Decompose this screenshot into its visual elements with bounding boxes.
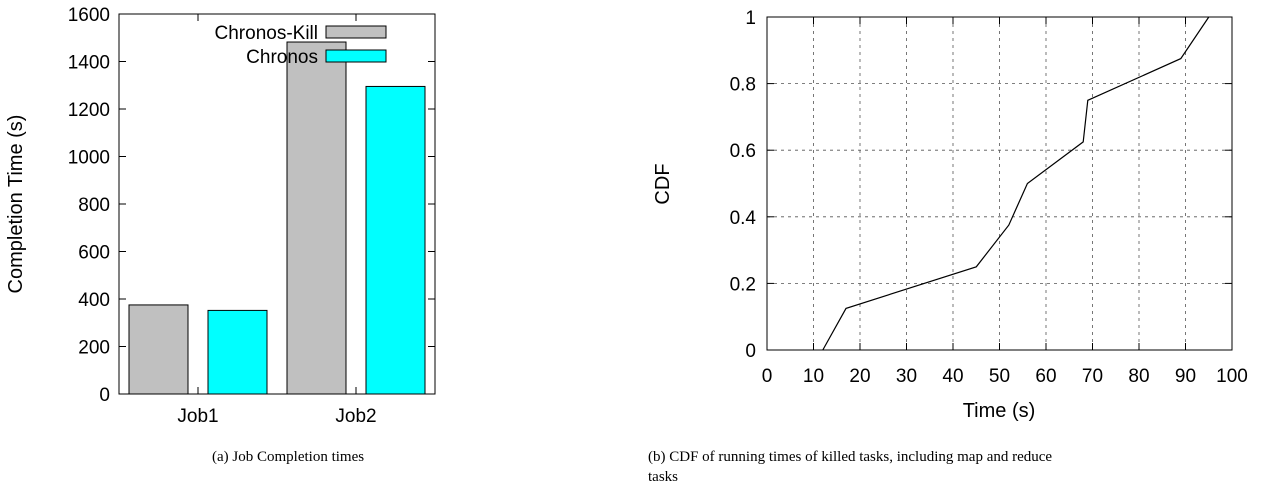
x-tick-label: 70 — [1082, 366, 1103, 387]
x-tick-label: 50 — [989, 366, 1010, 387]
bar-chronos-kill-job1 — [128, 304, 189, 395]
y-axis-label: Completion Time (s) — [5, 115, 27, 294]
y-axis-label: CDF — [652, 163, 674, 204]
legend-label: Chronos-Kill — [215, 23, 318, 44]
caption-b: (b) CDF of running times of killed tasks… — [648, 449, 1052, 465]
x-tick-label: Job2 — [335, 406, 376, 427]
cdf-line — [822, 16, 1210, 351]
x-tick-label: 60 — [1035, 366, 1056, 387]
y-tick-label: 1200 — [68, 100, 110, 121]
y-tick-label: 0 — [745, 341, 756, 362]
bar-chronos-kill-job2 — [286, 41, 347, 395]
x-tick-label: 90 — [1175, 366, 1196, 387]
x-tick-label: 100 — [1216, 366, 1248, 387]
legend: Chronos-Kill Chronos — [215, 23, 387, 68]
x-tick-label: 0 — [762, 366, 773, 387]
y-axis: 0 200 400 600 800 1000 1200 1400 1600 — [68, 5, 435, 406]
y-axis: 0 0.2 0.4 0.6 0.8 1 — [730, 8, 1232, 362]
x-tick-label: 40 — [942, 366, 963, 387]
bar-chart: 0 200 400 600 800 1000 1200 1400 1600 Job1 Job2 C… — [5, 5, 436, 465]
y-tick-label: 0.6 — [730, 141, 756, 162]
caption-a: (a) Job Completion times — [212, 449, 364, 465]
y-tick-label: 0 — [99, 385, 110, 406]
grid — [767, 17, 1232, 350]
bars — [128, 41, 426, 395]
x-tick-label: 20 — [849, 366, 870, 387]
cdf-chart: 0 0.2 0.4 0.6 0.8 1 0 10 20 30 40 50 60 70 80 90 100 CD… — [648, 8, 1248, 485]
y-tick-label: 1600 — [68, 5, 110, 26]
y-tick-label: 400 — [78, 290, 110, 311]
x-tick-label: 30 — [896, 366, 917, 387]
x-tick-label: 80 — [1128, 366, 1149, 387]
y-tick-label: 1000 — [68, 148, 110, 169]
bar-chronos-job1 — [207, 309, 268, 395]
x-axis: Job1 Job2 — [177, 14, 377, 427]
x-axis-label: Time (s) — [963, 400, 1036, 422]
x-axis: 0 10 20 30 40 50 60 70 80 90 100 — [762, 17, 1248, 387]
legend-label: Chronos — [246, 47, 318, 68]
legend-swatch — [325, 49, 387, 63]
caption-b-line2: tasks — [648, 469, 678, 485]
legend-swatch — [325, 25, 387, 39]
bar-chronos-job2 — [365, 85, 426, 395]
y-tick-label: 1 — [745, 8, 756, 29]
y-tick-label: 200 — [78, 338, 110, 359]
y-tick-label: 0.2 — [730, 274, 756, 295]
y-tick-label: 800 — [78, 195, 110, 216]
x-tick-label: 10 — [803, 366, 824, 387]
y-tick-label: 1400 — [68, 53, 110, 74]
y-tick-label: 600 — [78, 243, 110, 264]
x-tick-label: Job1 — [177, 406, 218, 427]
y-tick-label: 0.4 — [730, 208, 757, 229]
y-tick-label: 0.8 — [730, 75, 756, 96]
